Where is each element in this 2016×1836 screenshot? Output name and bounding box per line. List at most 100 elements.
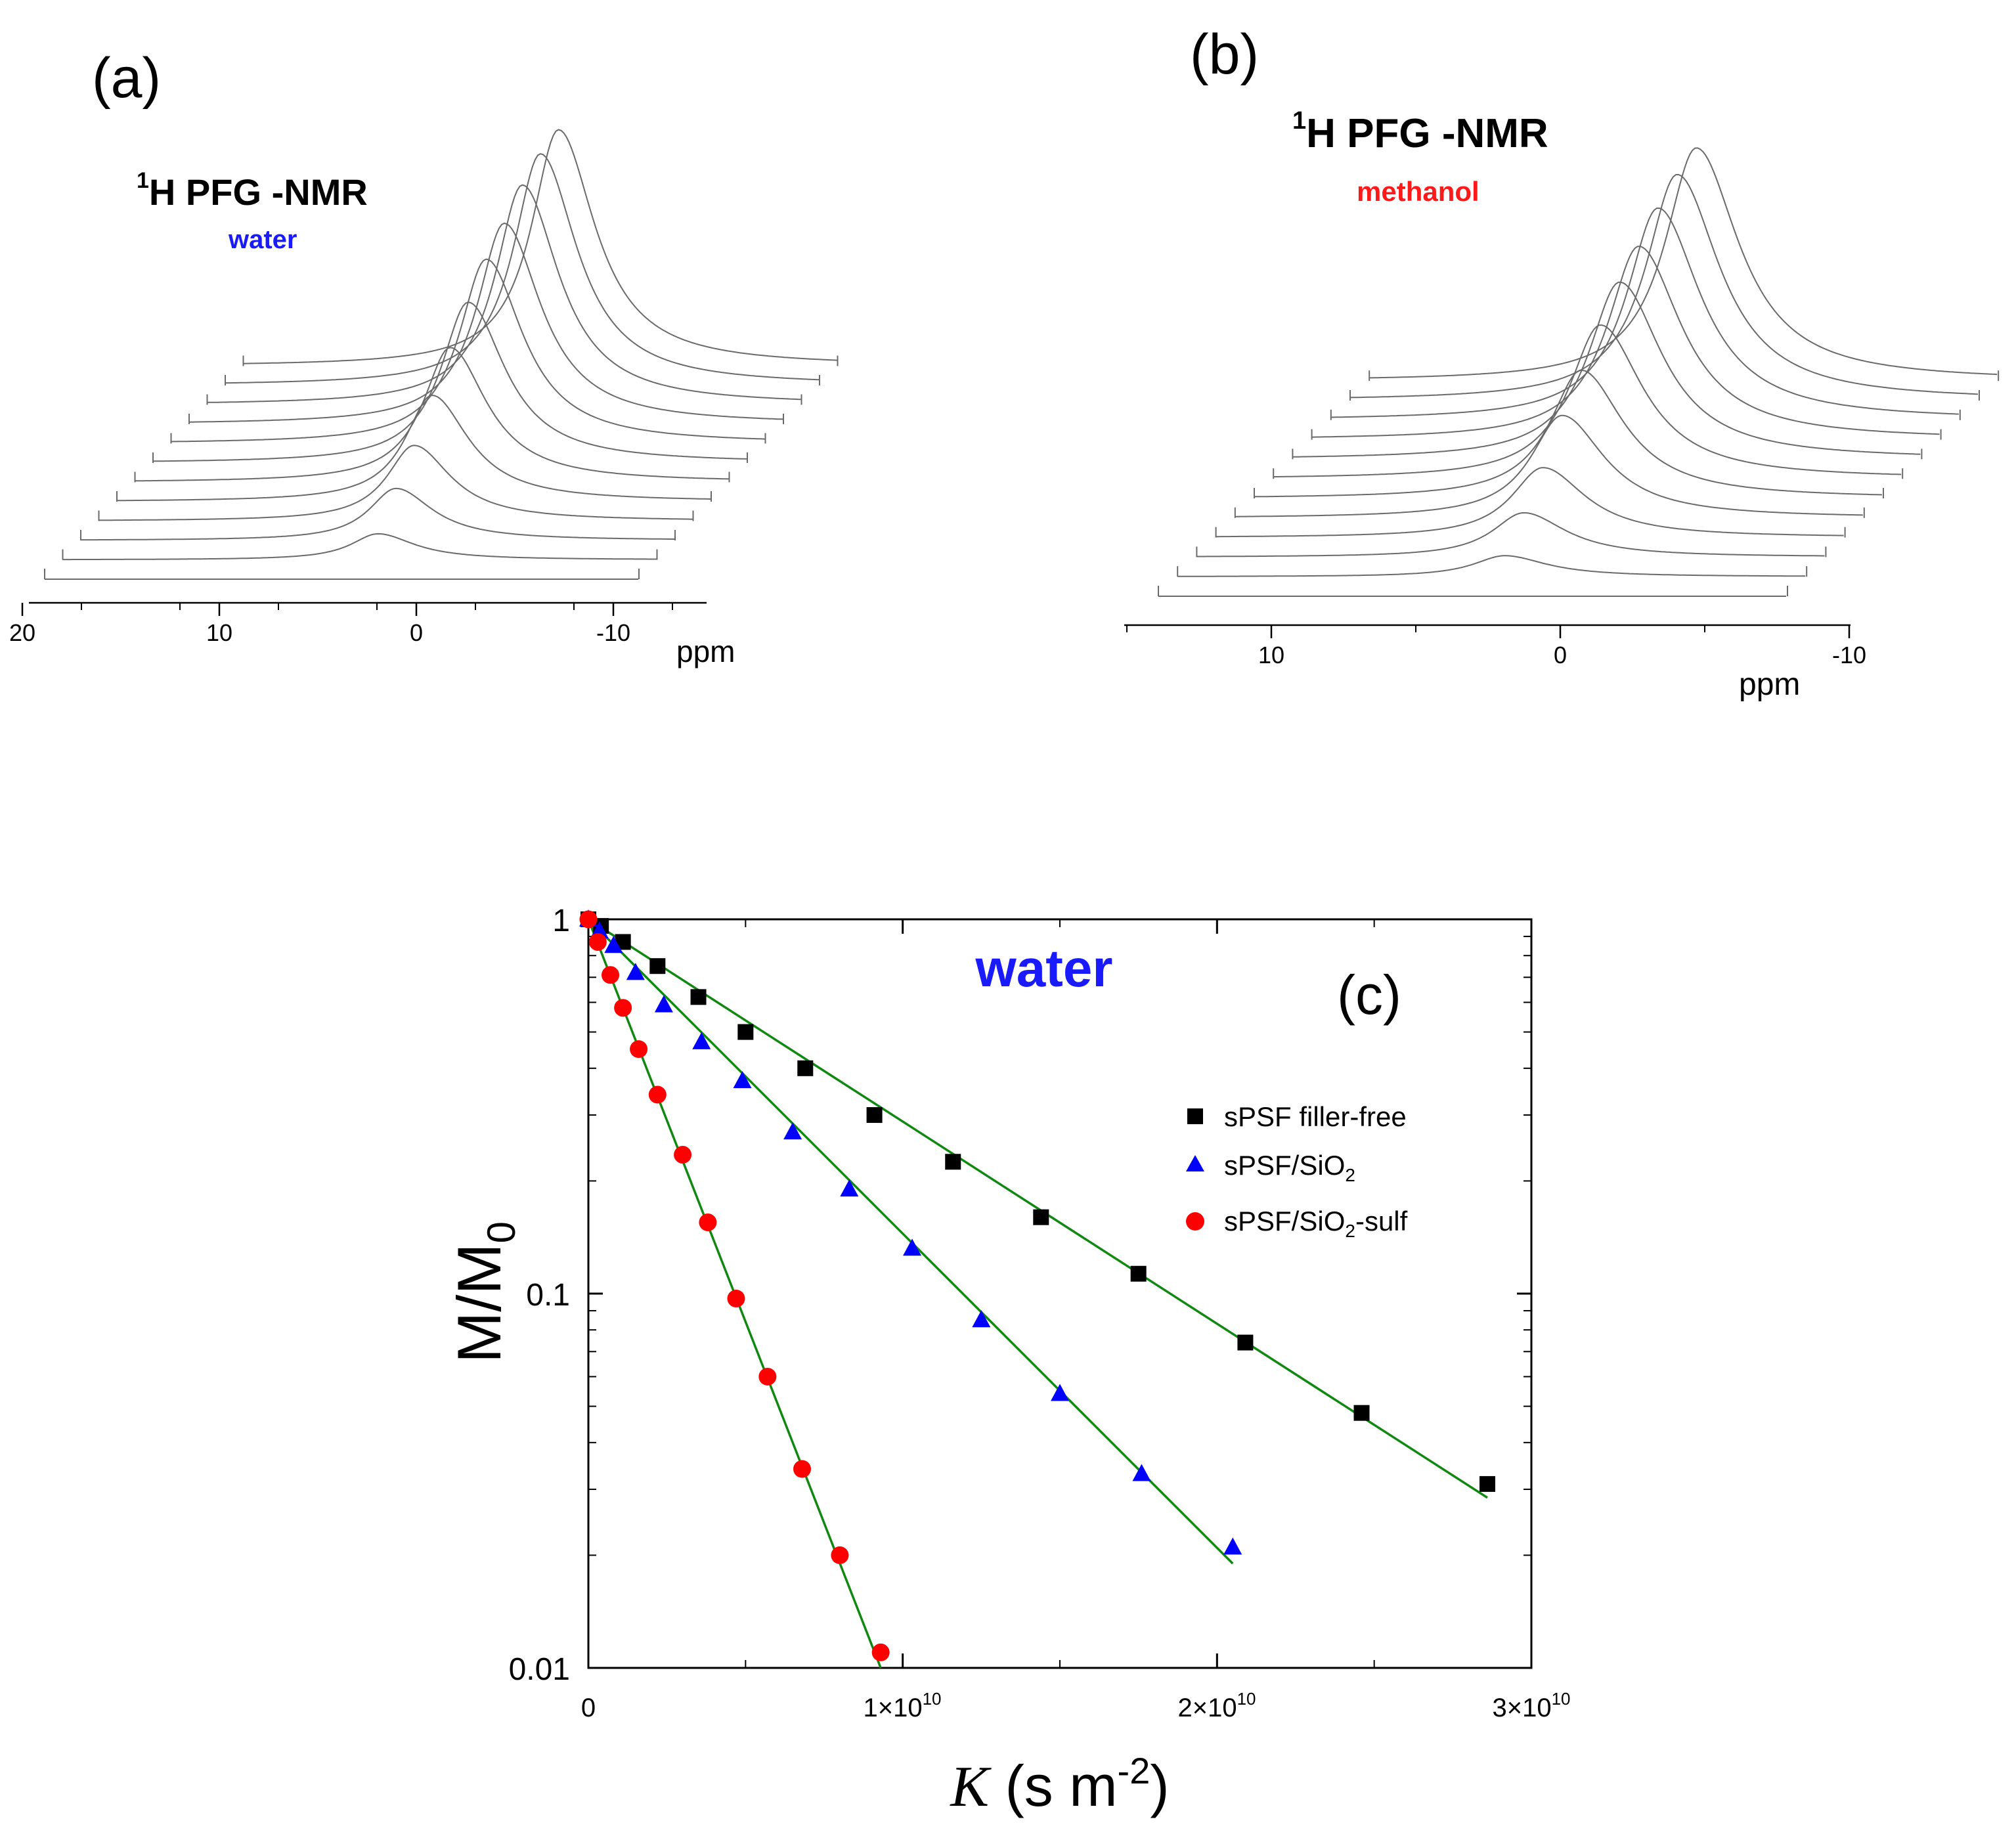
spectrum-trace-8 [189,222,783,423]
panel-a-x-axis: 20 10 0 -10 [9,601,707,646]
spectrum-trace-2 [81,487,674,541]
data-point-circle-6 [674,1145,692,1164]
panel-a-nmr-water: 20 10 0 -10 (a) 1H PFG -NMR water ppm [9,47,839,668]
legend-2-sub: 2 [1345,1221,1355,1241]
legend-1-text: sPSF/SiO [1224,1150,1345,1181]
spectrum-trace-2 [1196,512,1825,557]
panel-b-axis-tick-label: 10 [1258,642,1284,668]
data-point-circle-2 [602,966,620,984]
y-tick-label-0.01: 0.01 [509,1652,570,1687]
y-axis-label-sub: 0 [479,1221,523,1243]
panel-a-axis-tick-label: 0 [410,619,423,646]
data-point-triangle-11 [1051,1384,1069,1401]
x-tick-3-exp: 10 [1552,1689,1571,1709]
panel-a-x-unit: ppm [676,634,735,668]
legend-2-text: sPSF/SiO [1224,1206,1345,1236]
data-point-triangle-10 [972,1310,991,1328]
spectrum-trace-9 [207,184,801,403]
x-tick-label-3e10: 3×1010 [1492,1689,1570,1722]
panel-c-data-points [579,909,1495,1661]
data-point-square-4 [690,989,707,1005]
data-point-circle-12 [871,1643,890,1661]
data-point-circle-10 [793,1460,811,1478]
legend-1-sub: 2 [1345,1165,1355,1185]
legend-label-sio2-sulf: sPSF/SiO2-sulf [1224,1206,1408,1241]
spectrum-trace-3 [1216,467,1844,538]
data-point-triangle-8 [840,1179,859,1197]
legend-label-sio2: sPSF/SiO2 [1224,1150,1355,1185]
panel-a-spectra [44,129,839,580]
x-axis-label: K (s m-2) [949,1750,1169,1819]
x-axis-label-rest: (s m [989,1753,1118,1818]
data-point-square-9 [1033,1209,1049,1225]
panel-a-title-sup: 1 [137,168,149,193]
panel-b-axis-tick-label: 0 [1554,642,1567,668]
data-point-circle-7 [699,1213,717,1232]
panel-a-solvent: water [228,225,297,254]
data-point-triangle-6 [733,1071,752,1089]
spectrum-trace-6 [152,301,747,462]
x-tick-2-exp: 10 [1237,1689,1256,1709]
data-point-triangle-3 [626,963,645,980]
data-point-triangle-13 [1223,1537,1242,1555]
data-point-circle-8 [727,1290,745,1308]
data-point-square-8 [945,1154,961,1170]
panel-b-label: (b) [1190,23,1259,86]
spectrum-trace-7 [1292,281,1921,458]
panel-a-axis-tick-label: -10 [596,619,630,646]
panel-a-axis-tick-label: 10 [206,619,232,646]
spectrum-trace-5 [1254,369,1883,498]
spectrum-trace-7 [171,258,765,443]
legend-label-filler-free: sPSF filler-free [1224,1101,1407,1132]
data-point-square-11 [1237,1334,1254,1351]
legend-marker-filler-free [1187,1108,1203,1124]
panel-b-solvent: methanol [1357,176,1479,207]
legend: sPSF filler-free sPSF/SiO2 sPSF/SiO2-sul… [1186,1101,1408,1241]
fit-line-0 [588,918,1488,1499]
data-point-square-10 [1130,1265,1147,1282]
panel-b-axis-tick-label: -10 [1832,642,1866,668]
spectrum-trace-4 [1235,414,1863,517]
spectrum-trace-11 [243,129,837,364]
x-tick-label-2e10: 2×1010 [1177,1689,1256,1722]
data-point-square-5 [737,1024,754,1040]
panel-c-solvent-title: water [975,939,1113,997]
y-axis-label: M/M0 [445,1221,523,1363]
spectrum-trace-3 [99,445,693,521]
data-point-circle-4 [630,1040,648,1059]
spectrum-trace-1 [1177,555,1806,577]
y-tick-label-1: 1 [552,904,570,938]
spectrum-trace-5 [135,347,729,482]
spectrum-trace-4 [116,394,711,502]
x-tick-0-base: 0 [581,1694,596,1722]
legend-marker-sio2-sulf [1186,1212,1204,1231]
y-tick-label-0.1: 0.1 [526,1278,570,1313]
data-point-triangle-12 [1132,1464,1151,1481]
panel-b-x-unit: ppm [1739,667,1800,702]
panel-b-spectra [1158,147,2000,597]
panel-a-nmr-title: 1H PFG -NMR [137,168,368,213]
panel-a-axis-tick-label: 20 [9,619,35,646]
data-point-square-13 [1479,1475,1495,1492]
spectrum-trace-1 [62,533,657,561]
data-point-circle-1 [588,932,607,951]
data-point-triangle-2 [604,936,623,953]
data-point-triangle-7 [783,1122,802,1140]
data-point-triangle-5 [692,1032,711,1049]
data-point-square-6 [797,1060,814,1076]
data-point-circle-3 [614,999,632,1017]
panel-b-nmr-title: 1H PFG -NMR [1292,107,1548,156]
panel-c-decay-plot: 1 0.1 0.01 0 1×1010 2×1010 3×1010 M/M0 K… [445,904,1571,1819]
x-tick-2-base: 2×10 [1177,1694,1237,1722]
data-point-square-7 [866,1107,883,1124]
data-point-triangle-4 [654,995,673,1013]
spectrum-trace-6 [1273,324,1902,478]
panel-b-title-main: H PFG -NMR [1306,111,1548,156]
panel-b-title-sup: 1 [1292,107,1306,135]
legend-2-after: -sulf [1355,1206,1408,1236]
panel-b-x-axis: 10 0 -10 [1124,624,1866,668]
spectrum-trace-8 [1311,246,1940,438]
data-point-circle-5 [648,1085,667,1104]
legend-0-text: sPSF filler-free [1224,1101,1407,1132]
data-point-triangle-9 [903,1238,922,1256]
